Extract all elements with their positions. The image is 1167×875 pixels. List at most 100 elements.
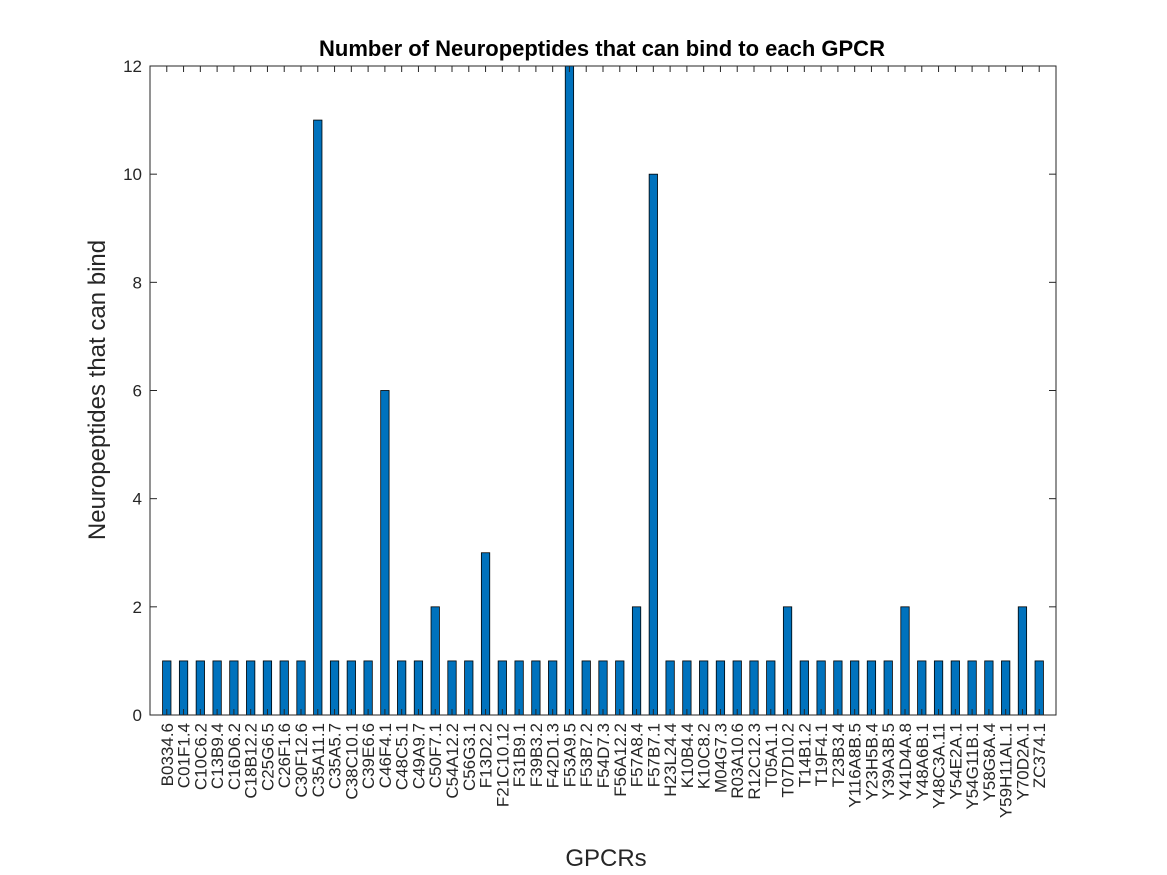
x-tick-label: Y41D4A.8 [896, 723, 915, 801]
y-tick-label: 0 [133, 706, 142, 725]
x-axis: B0334.6C01F1.4C10C6.2C13B9.4C16D6.2C18B1… [158, 66, 1049, 818]
bar [564, 65, 575, 716]
x-tick-label: K10B4.4 [678, 723, 697, 788]
bar [162, 660, 172, 716]
x-tick-label: B0334.6 [158, 723, 177, 786]
x-tick-label: F42D1.3 [544, 723, 563, 788]
y-tick-label: 12 [123, 57, 142, 76]
bar [329, 660, 340, 716]
bar [648, 173, 658, 716]
bar [581, 660, 591, 716]
x-tick-label: C18B12.2 [242, 723, 261, 799]
x-tick-label: C39E6.6 [359, 723, 378, 789]
x-tick-label: F53A9.5 [560, 723, 579, 787]
x-tick-label: C56G3.1 [460, 723, 479, 791]
x-tick-label: C26F1.6 [275, 723, 294, 788]
bar [229, 660, 239, 716]
x-tick-label: T23B3.4 [829, 723, 848, 787]
bar [279, 660, 289, 716]
x-tick-label: T14B1.2 [795, 723, 814, 787]
x-tick-label: C25G6.5 [258, 723, 277, 791]
chart-title: Number of Neuropeptides that can bind to… [319, 36, 885, 61]
x-tick-label: R03A10.6 [728, 723, 747, 799]
x-tick-label: F21C10.12 [493, 723, 512, 807]
y-tick-label: 6 [133, 382, 142, 401]
y-tick-label: 2 [133, 598, 142, 617]
bar [497, 660, 507, 716]
bar [380, 390, 390, 716]
bar [816, 660, 826, 716]
bar [363, 660, 373, 716]
bar [984, 660, 994, 716]
x-tick-label: C35A11.1 [309, 723, 328, 797]
x-tick-label: F54D7.3 [594, 723, 613, 788]
x-tick-label: M04G7.3 [711, 723, 730, 793]
x-tick-label: C35A5.7 [326, 723, 345, 789]
x-tick-label: C13B9.4 [208, 723, 227, 789]
x-tick-label: F39B3.2 [527, 723, 546, 787]
x-tick-label: F53B7.2 [577, 723, 596, 787]
bar [447, 660, 457, 716]
bar [866, 660, 877, 716]
bar [548, 660, 558, 716]
bar [682, 660, 692, 716]
bar [296, 660, 306, 716]
x-tick-label: F31B9.1 [510, 723, 529, 787]
bar [1017, 606, 1028, 716]
x-tick-label: Y39A3B.5 [879, 723, 898, 800]
bar [631, 606, 642, 716]
bar [749, 660, 759, 716]
y-tick-label: 10 [123, 165, 142, 184]
y-axis: 0 2 4 6 8 10 12 [123, 57, 1056, 725]
x-tick-label: F57B7.1 [644, 723, 663, 787]
plot-area-frame [149, 65, 1057, 716]
x-tick-label: T07D10.2 [779, 723, 798, 798]
x-tick-label: C30F12.6 [292, 723, 311, 798]
bar [480, 552, 491, 716]
bar [782, 606, 793, 716]
bar [699, 660, 709, 716]
bar [195, 660, 205, 716]
bar [715, 660, 726, 716]
x-tick-label: F57A8.4 [628, 723, 647, 787]
x-tick-label: Y54G11B.1 [963, 723, 982, 810]
bar [665, 660, 675, 716]
bar [514, 660, 524, 716]
x-tick-label: C54A12.2 [443, 723, 462, 799]
bar [346, 660, 356, 716]
bar [933, 660, 944, 716]
bar [430, 606, 440, 716]
bar [1001, 660, 1011, 716]
x-tick-label: C50F7.1 [426, 723, 445, 788]
bar [833, 660, 843, 716]
bar [766, 660, 776, 716]
x-tick-label: K10C8.2 [695, 723, 714, 789]
x-tick-label: ZC374.1 [1030, 723, 1049, 788]
bar [246, 660, 256, 716]
bar [732, 660, 742, 716]
x-tick-label: C46F4.1 [376, 723, 395, 788]
y-tick-label: 8 [133, 273, 142, 292]
bar [413, 660, 424, 716]
bar [598, 660, 608, 716]
bar [917, 660, 927, 716]
x-axis-label: GPCRs [565, 845, 646, 872]
x-tick-label: F13D2.2 [477, 723, 496, 788]
y-tick-label: 4 [133, 490, 142, 509]
bar [883, 660, 893, 716]
bar [178, 660, 189, 716]
y-axis-label: Neuropeptides that can bind [84, 240, 111, 540]
x-tick-label: Y116A8B.5 [846, 723, 865, 808]
bar [850, 660, 860, 716]
x-tick-label: C48C5.1 [393, 723, 412, 790]
bar [1034, 660, 1044, 716]
x-tick-label: T19F4.1 [812, 723, 831, 786]
x-tick-label: F56A12.2 [611, 723, 630, 797]
bar [900, 606, 910, 716]
bar [212, 660, 222, 716]
x-tick-label: Y59H11AL.1 [997, 723, 1016, 818]
x-tick-label: R12C12.3 [745, 723, 764, 800]
x-tick-label: C16D6.2 [225, 723, 244, 790]
x-tick-label: Y58G8A.4 [980, 723, 999, 801]
